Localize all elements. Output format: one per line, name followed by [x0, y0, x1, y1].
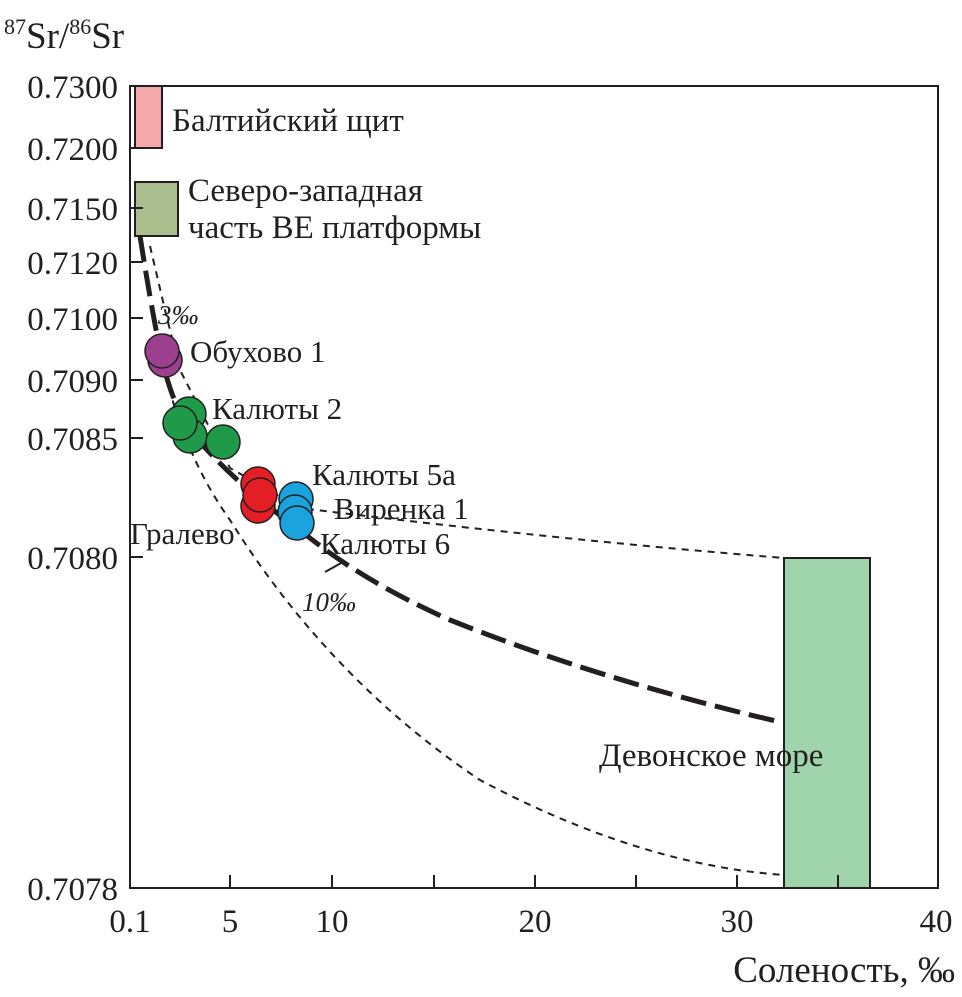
x-tick-label: 20: [519, 904, 552, 940]
y-axis-ticks: [130, 147, 143, 558]
point-label-obukhovo-1: Обухово 1: [190, 334, 325, 369]
x-tick-label: 10: [316, 904, 349, 940]
y-tick-label: 0.7090: [27, 364, 118, 400]
x-tick-label: 5: [222, 904, 239, 940]
data-point-obukhovo-1: [144, 333, 180, 369]
point-label-kalyuty-5a: Калюты 5а: [312, 457, 456, 492]
y-axis-title: 87Sr/86Sr: [4, 14, 124, 57]
point-label-kalyuty-6: Калюты 6: [320, 526, 450, 561]
y-axis-title-text2: Sr: [91, 16, 124, 57]
region-label-devonian-sea: Девонское море: [599, 738, 823, 774]
x-axis-ticks: [229, 875, 839, 888]
y-axis-title-sup1: 87: [4, 14, 26, 39]
region-label-ve-platform-line1: Северо-западная: [188, 173, 423, 209]
y-tick-label: 0.7080: [27, 541, 118, 577]
y-tick-label: 0.7300: [27, 70, 118, 106]
point-label-virenka-1: Виренка 1: [334, 491, 469, 526]
x-axis-title: Соленость, ‰: [733, 950, 955, 991]
data-point-gralevo: [242, 477, 278, 513]
point-label-kalyuty-2: Калюты 2: [212, 391, 342, 426]
x-tick-label: 30: [721, 904, 754, 940]
region-label-baltic-shield: Балтийский щит: [172, 103, 404, 139]
y-tick-label: 0.7150: [27, 192, 118, 228]
mixing-envelope-lower: [159, 349, 785, 876]
y-tick-label: 0.7078: [27, 872, 118, 908]
y-tick-label: 0.7200: [27, 132, 118, 168]
x-tick-label: 0.1: [109, 904, 150, 940]
region-devonian-sea: [783, 557, 871, 889]
y-tick-label: 0.7085: [27, 422, 118, 458]
y-axis-title-sup2: 86: [69, 14, 91, 39]
x-tick-label: 40: [920, 904, 953, 940]
curve-label-10pct: 10‰: [302, 587, 356, 617]
y-axis-title-text1: Sr/: [26, 16, 70, 57]
point-label-gralevo: Гралево: [130, 516, 235, 551]
region-label-ve-platform-line2: часть ВЕ платформы: [188, 210, 481, 246]
y-tick-label: 0.7120: [27, 246, 118, 282]
curve-tick-10: [324, 561, 344, 573]
region-baltic-shield: [134, 85, 163, 149]
data-point-kalyuty-6: [279, 505, 315, 541]
data-point-kalyuty-2: [162, 405, 198, 441]
mixing-curve: [137, 235, 781, 725]
y-tick-label: 0.7100: [27, 302, 118, 338]
curve-label-3pct: 3‰: [157, 300, 199, 330]
data-point-kalyuty-2: [205, 424, 241, 460]
